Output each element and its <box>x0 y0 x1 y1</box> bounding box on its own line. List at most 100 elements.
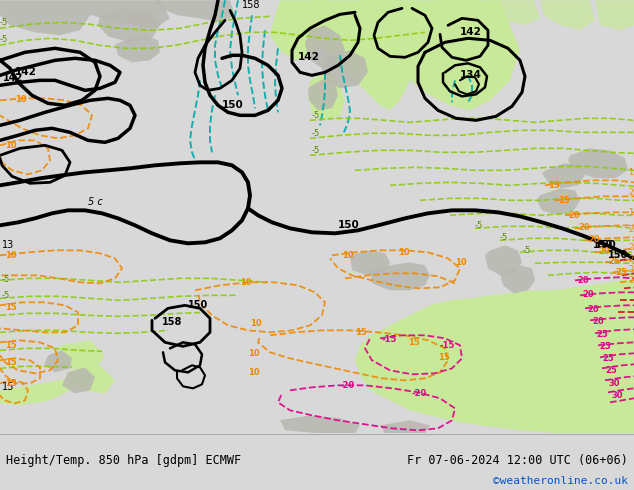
Text: 20: 20 <box>628 244 634 252</box>
Polygon shape <box>62 368 95 393</box>
Polygon shape <box>322 50 368 88</box>
Text: 158: 158 <box>162 318 183 327</box>
Text: 10: 10 <box>5 141 16 150</box>
Text: 25: 25 <box>628 255 634 264</box>
Text: 15: 15 <box>438 353 450 362</box>
Polygon shape <box>308 0 338 24</box>
Polygon shape <box>537 188 580 215</box>
Polygon shape <box>65 366 115 393</box>
Text: 30: 30 <box>608 379 619 388</box>
Text: 15: 15 <box>2 382 15 392</box>
Polygon shape <box>542 163 585 188</box>
Text: 25: 25 <box>608 257 620 267</box>
Polygon shape <box>485 245 522 275</box>
Text: 134: 134 <box>460 71 482 80</box>
Text: 10: 10 <box>248 368 260 377</box>
Text: 20: 20 <box>582 290 593 299</box>
Text: 25: 25 <box>596 330 608 339</box>
Text: 20: 20 <box>587 305 598 314</box>
Polygon shape <box>355 0 410 30</box>
Text: 142: 142 <box>3 74 23 83</box>
Text: 142: 142 <box>460 27 482 37</box>
Text: 10: 10 <box>398 248 410 257</box>
Text: 10: 10 <box>5 251 16 260</box>
Text: 10: 10 <box>455 258 467 268</box>
Text: 15: 15 <box>548 181 560 190</box>
Text: 150: 150 <box>338 220 359 230</box>
Polygon shape <box>305 25 345 68</box>
Text: 30: 30 <box>611 392 623 400</box>
Text: -5: -5 <box>312 111 320 121</box>
Polygon shape <box>155 0 235 23</box>
Text: 10: 10 <box>15 96 27 104</box>
Text: 15: 15 <box>5 342 16 350</box>
Text: -5: -5 <box>523 246 531 255</box>
Text: 20: 20 <box>578 223 590 232</box>
Text: 150: 150 <box>593 240 613 250</box>
Text: -5: -5 <box>0 35 8 44</box>
Text: 20: 20 <box>568 211 579 220</box>
Polygon shape <box>540 0 595 30</box>
Polygon shape <box>310 0 634 433</box>
Polygon shape <box>270 0 320 60</box>
Text: 25: 25 <box>615 269 627 277</box>
Polygon shape <box>380 420 430 433</box>
Text: -20: -20 <box>340 381 355 391</box>
Text: 15: 15 <box>5 303 16 312</box>
Polygon shape <box>310 0 430 110</box>
Polygon shape <box>308 71 345 121</box>
Polygon shape <box>490 0 540 25</box>
Text: 25: 25 <box>628 265 634 274</box>
Text: 10: 10 <box>240 278 252 287</box>
Text: 13: 13 <box>2 240 14 250</box>
Text: -5: -5 <box>475 221 483 230</box>
Text: 15: 15 <box>558 196 570 205</box>
Polygon shape <box>0 375 80 405</box>
Text: 20: 20 <box>628 188 634 197</box>
Polygon shape <box>0 0 90 35</box>
Polygon shape <box>308 78 338 110</box>
Polygon shape <box>80 0 170 28</box>
Text: 15: 15 <box>628 169 634 177</box>
Text: 20: 20 <box>588 235 600 245</box>
Text: 10: 10 <box>250 319 262 328</box>
Text: -5: -5 <box>312 129 320 138</box>
Polygon shape <box>280 416 360 433</box>
Text: 10: 10 <box>342 251 354 260</box>
Text: 142: 142 <box>298 52 320 62</box>
Text: 0: 0 <box>230 0 235 2</box>
Polygon shape <box>44 350 72 372</box>
Text: 150: 150 <box>188 300 208 310</box>
Text: 15: 15 <box>355 328 366 337</box>
Polygon shape <box>395 0 520 110</box>
Text: 20: 20 <box>577 276 588 285</box>
Text: 15: 15 <box>408 338 420 347</box>
Text: 15: 15 <box>5 379 16 388</box>
Text: -5: -5 <box>2 275 10 284</box>
Text: -5: -5 <box>312 147 320 155</box>
Text: 0: 0 <box>244 0 249 2</box>
Text: Height/Temp. 850 hPa [gdpm] ECMWF: Height/Temp. 850 hPa [gdpm] ECMWF <box>6 454 241 467</box>
Text: ©weatheronline.co.uk: ©weatheronline.co.uk <box>493 476 628 486</box>
Text: 142: 142 <box>15 67 37 77</box>
Text: 150: 150 <box>595 240 617 250</box>
Text: -15: -15 <box>440 342 455 350</box>
Text: 20: 20 <box>598 247 610 256</box>
Text: 20: 20 <box>628 225 634 234</box>
Text: 20: 20 <box>628 276 634 285</box>
Text: -20: -20 <box>412 390 427 398</box>
Text: 20: 20 <box>592 318 604 326</box>
Text: -5: -5 <box>2 292 10 300</box>
Polygon shape <box>595 0 634 30</box>
Polygon shape <box>568 148 628 178</box>
Text: 25: 25 <box>605 367 617 375</box>
Text: -5: -5 <box>500 233 508 243</box>
Text: 25: 25 <box>599 343 611 351</box>
Text: Fr 07-06-2024 12:00 UTC (06+06): Fr 07-06-2024 12:00 UTC (06+06) <box>407 454 628 467</box>
Polygon shape <box>98 8 160 42</box>
Polygon shape <box>432 0 488 28</box>
Polygon shape <box>115 35 160 62</box>
Polygon shape <box>55 341 105 370</box>
Text: 5 c: 5 c <box>88 197 103 207</box>
Text: 15: 15 <box>628 208 634 218</box>
